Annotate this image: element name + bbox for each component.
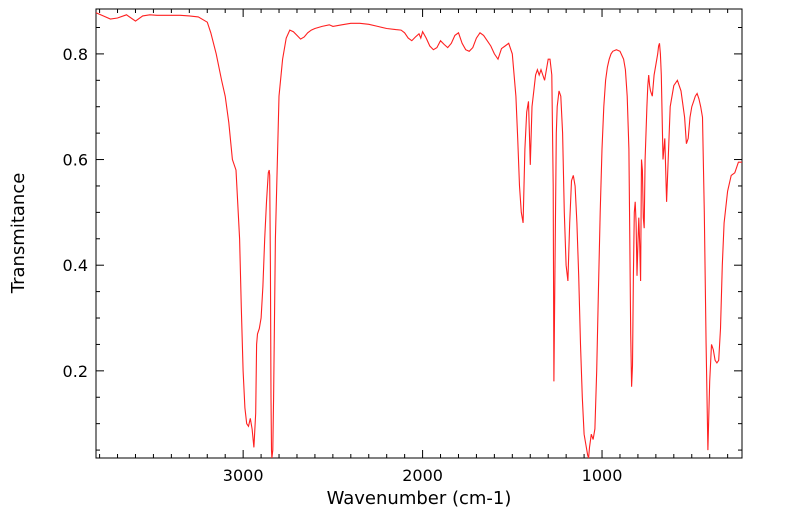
x-tick-label: 1000 xyxy=(582,466,623,485)
y-tick-label: 0.8 xyxy=(63,45,88,64)
spectrum-line xyxy=(95,12,742,459)
x-tick-label: 3000 xyxy=(223,466,264,485)
plot-area xyxy=(95,8,743,459)
y-axis-title: Transmitance xyxy=(8,173,29,295)
y-axis-ticks: 0.2 0.4 0.6 0.8 xyxy=(63,26,742,451)
y-tick-label: 0.6 xyxy=(63,151,88,170)
y-tick-label: 0.4 xyxy=(63,256,88,275)
x-axis-ticks: 3000 2000 1000 xyxy=(99,9,729,485)
x-tick-label: 2000 xyxy=(402,466,443,485)
y-tick-label: 0.2 xyxy=(63,362,88,381)
x-axis-title: Wavenumber (cm-1) xyxy=(327,488,512,509)
